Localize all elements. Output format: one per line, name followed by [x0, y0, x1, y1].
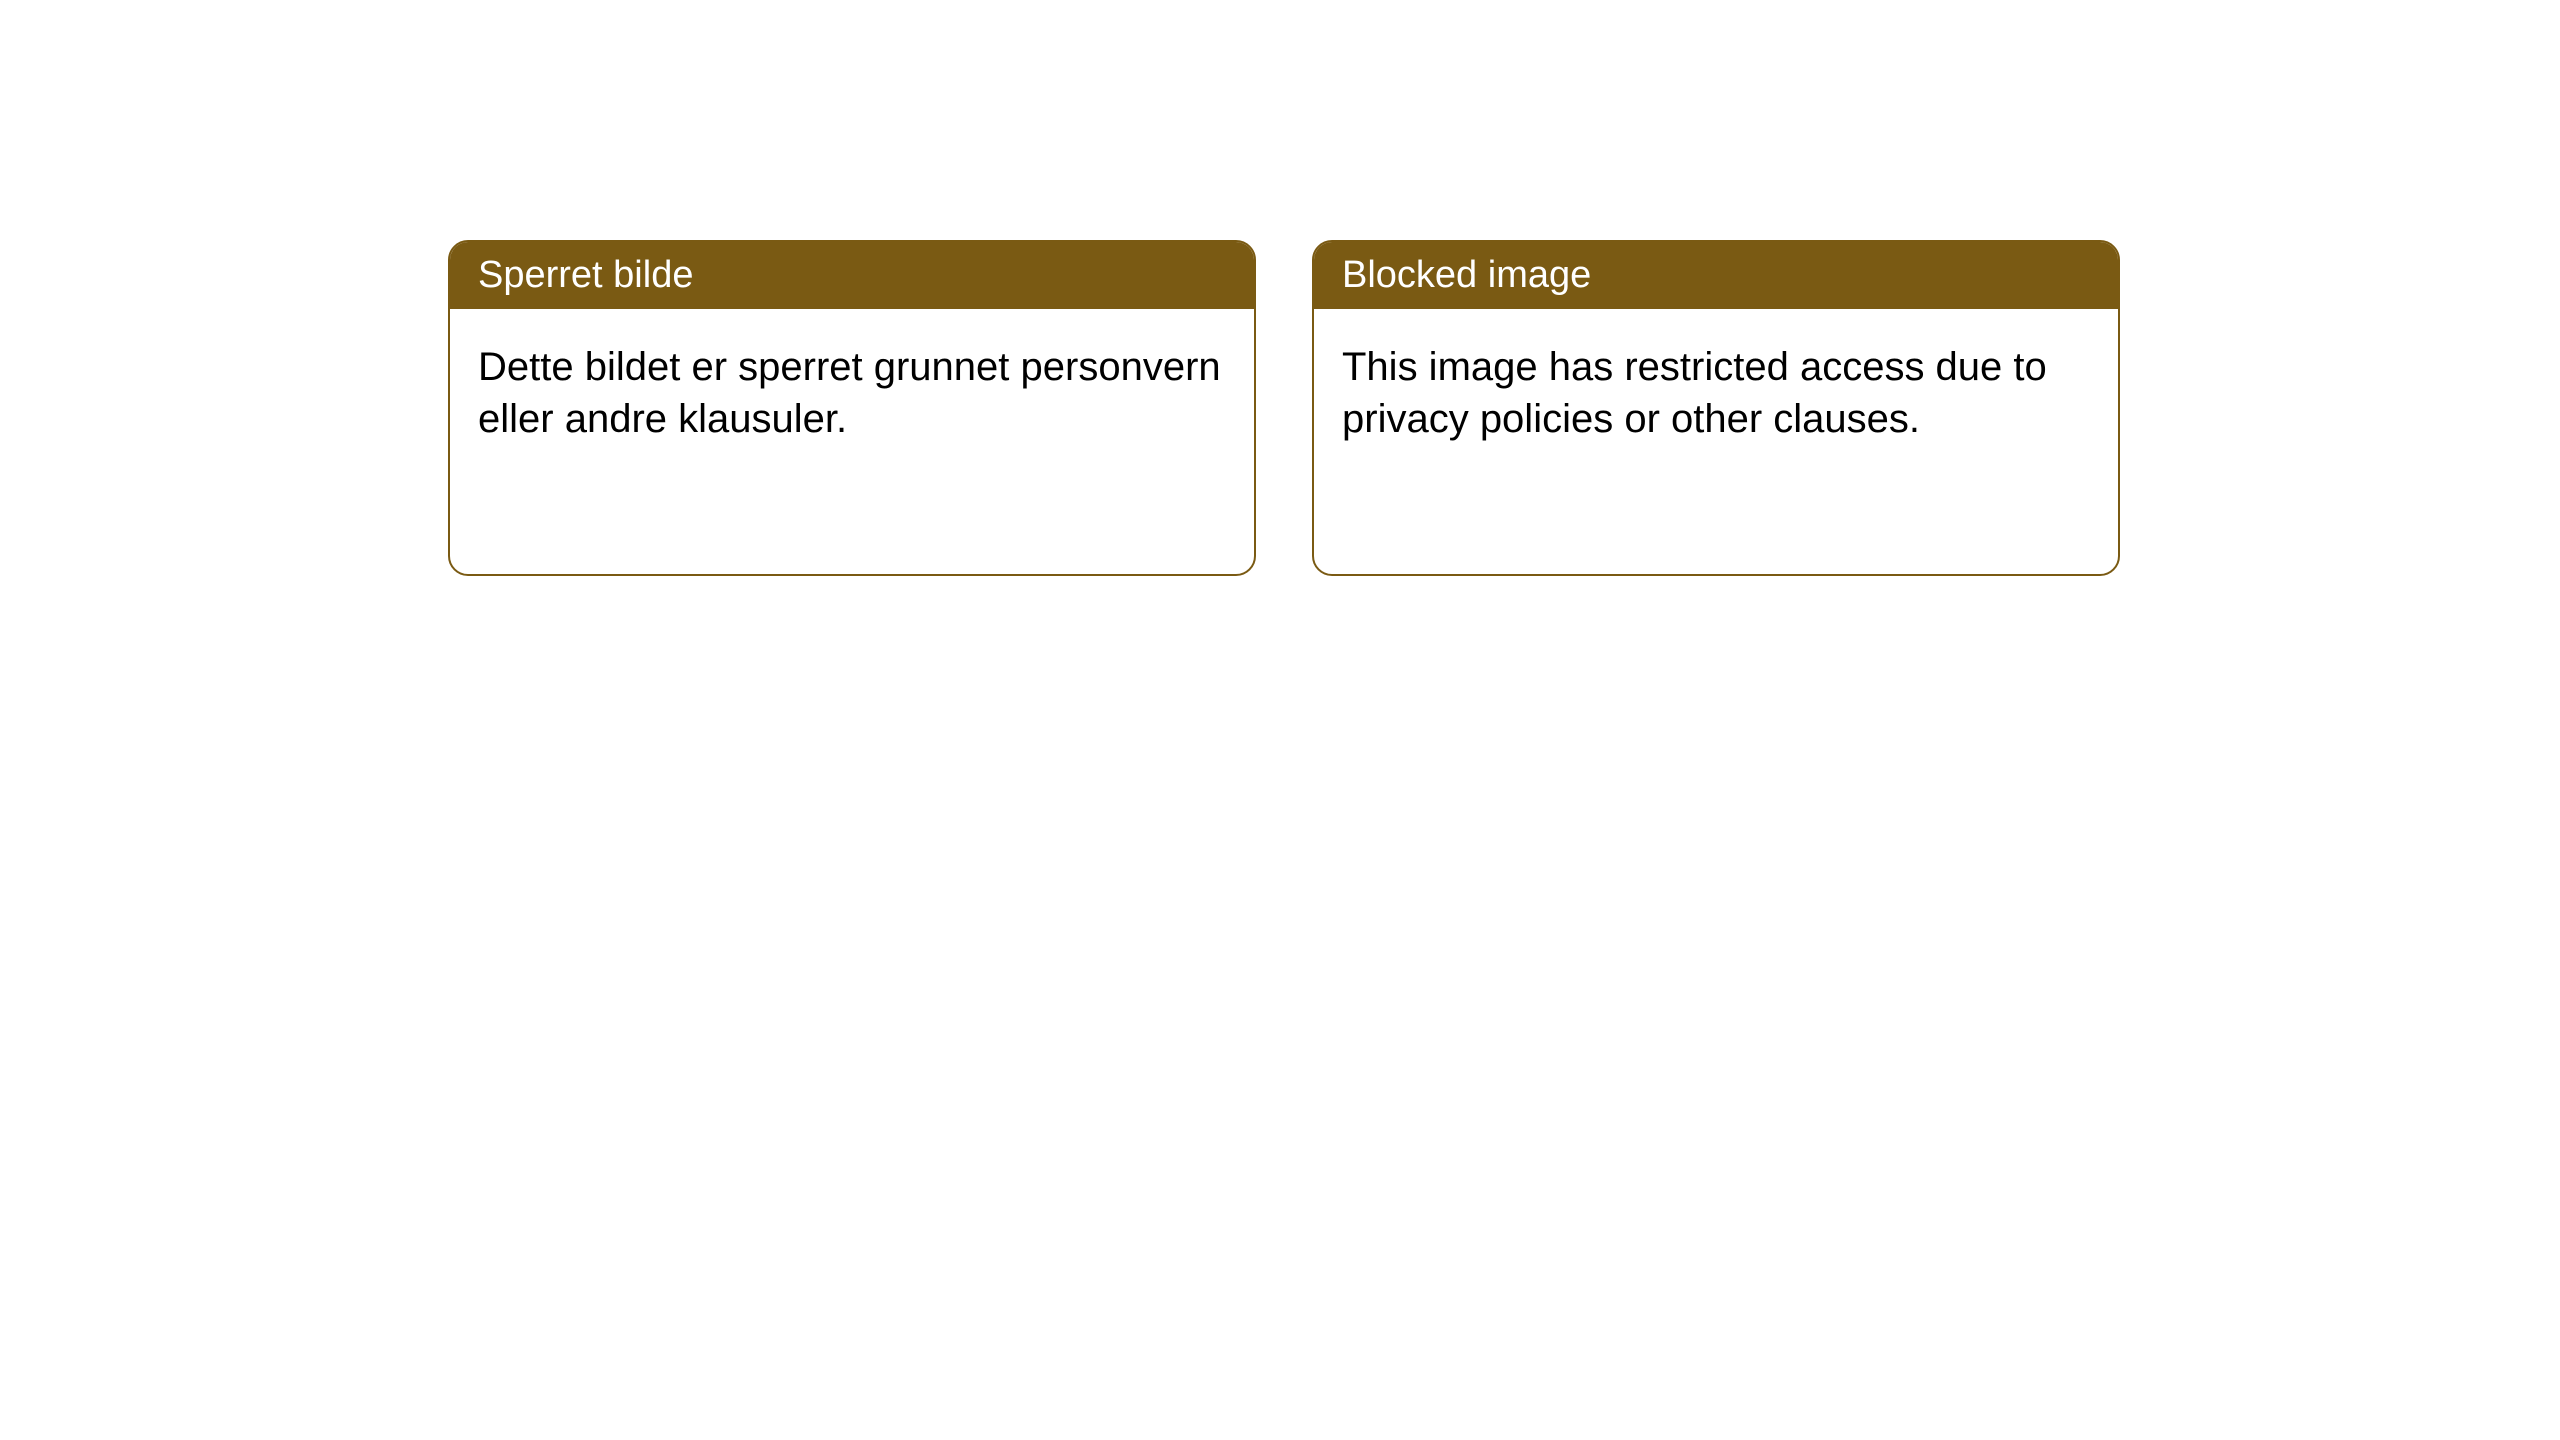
card-body-text: Dette bildet er sperret grunnet personve… — [478, 345, 1221, 441]
card-body: This image has restricted access due to … — [1314, 309, 2118, 477]
card-body: Dette bildet er sperret grunnet personve… — [450, 309, 1254, 477]
card-title: Blocked image — [1342, 254, 1591, 296]
blocked-image-card-no: Sperret bilde Dette bildet er sperret gr… — [448, 240, 1256, 576]
card-header: Sperret bilde — [450, 242, 1254, 309]
notice-container: Sperret bilde Dette bildet er sperret gr… — [0, 0, 2560, 576]
card-title: Sperret bilde — [478, 254, 693, 296]
blocked-image-card-en: Blocked image This image has restricted … — [1312, 240, 2120, 576]
card-header: Blocked image — [1314, 242, 2118, 309]
card-body-text: This image has restricted access due to … — [1342, 345, 2047, 441]
